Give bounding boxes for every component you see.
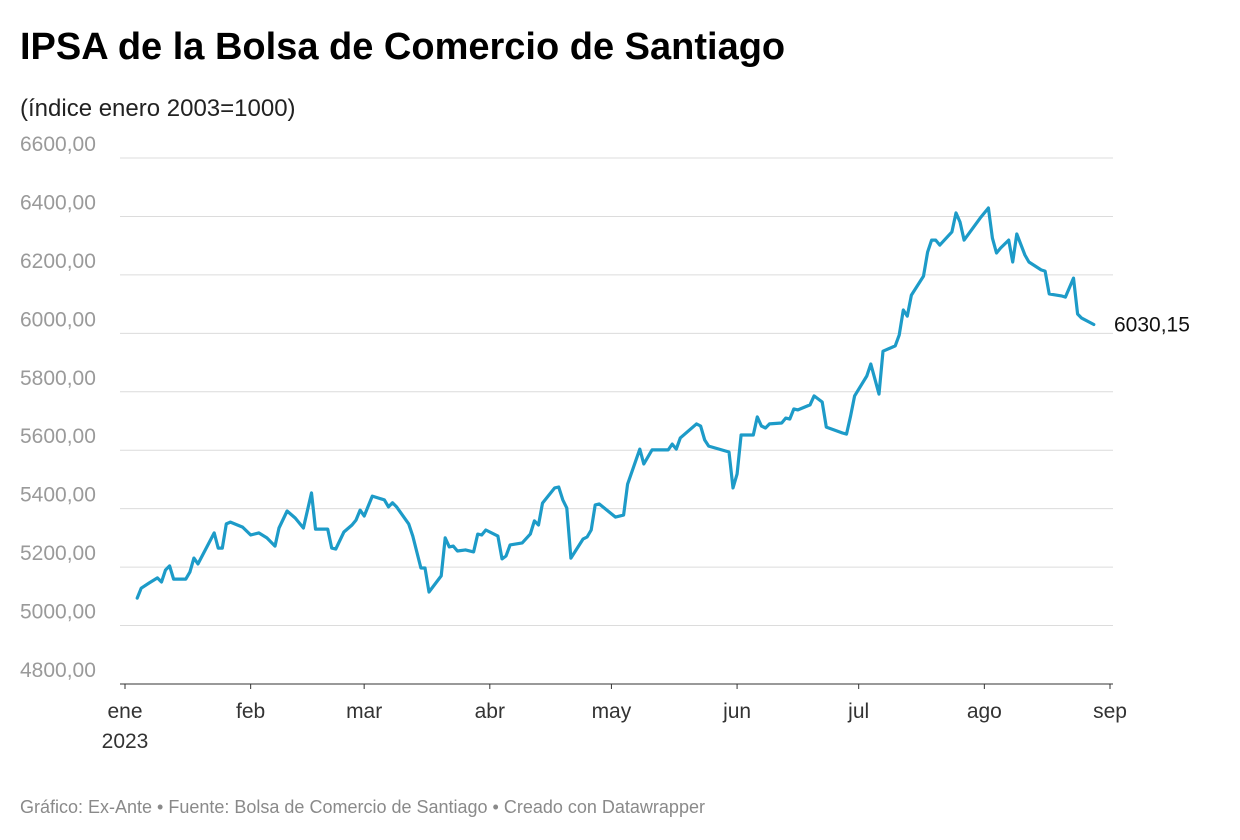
y-tick-label: 6400,00 bbox=[20, 191, 96, 214]
x-tick-label: sep bbox=[1093, 700, 1127, 723]
x-tick-label: ene bbox=[107, 700, 142, 723]
y-tick-label: 6200,00 bbox=[20, 250, 96, 273]
x-tick-label: abr bbox=[475, 700, 505, 723]
y-tick-label: 6000,00 bbox=[20, 308, 96, 331]
y-tick-label: 5200,00 bbox=[20, 542, 96, 565]
end-value-label: 6030,15 bbox=[1114, 314, 1190, 337]
y-tick-label: 5800,00 bbox=[20, 367, 96, 390]
y-tick-label: 4800,00 bbox=[20, 659, 96, 682]
y-tick-label: 6600,00 bbox=[20, 133, 96, 156]
x-tick-label: mar bbox=[346, 700, 382, 723]
x-tick-label: jul bbox=[847, 700, 869, 723]
y-tick-label: 5400,00 bbox=[20, 484, 96, 507]
x-tick-label: jun bbox=[722, 700, 751, 723]
chart-title: IPSA de la Bolsa de Comercio de Santiago bbox=[20, 26, 785, 68]
chart-footer: Gráfico: Ex-Ante • Fuente: Bolsa de Come… bbox=[20, 797, 705, 817]
y-tick-label: 5000,00 bbox=[20, 601, 96, 624]
chart-subtitle: (índice enero 2003=1000) bbox=[20, 95, 296, 122]
x-tick-label: may bbox=[592, 700, 632, 723]
x-sublabel: 2023 bbox=[102, 730, 149, 753]
y-tick-label: 5600,00 bbox=[20, 425, 96, 448]
x-tick-label: feb bbox=[236, 700, 265, 723]
x-tick-label: ago bbox=[967, 700, 1002, 723]
data-line bbox=[135, 206, 1096, 600]
